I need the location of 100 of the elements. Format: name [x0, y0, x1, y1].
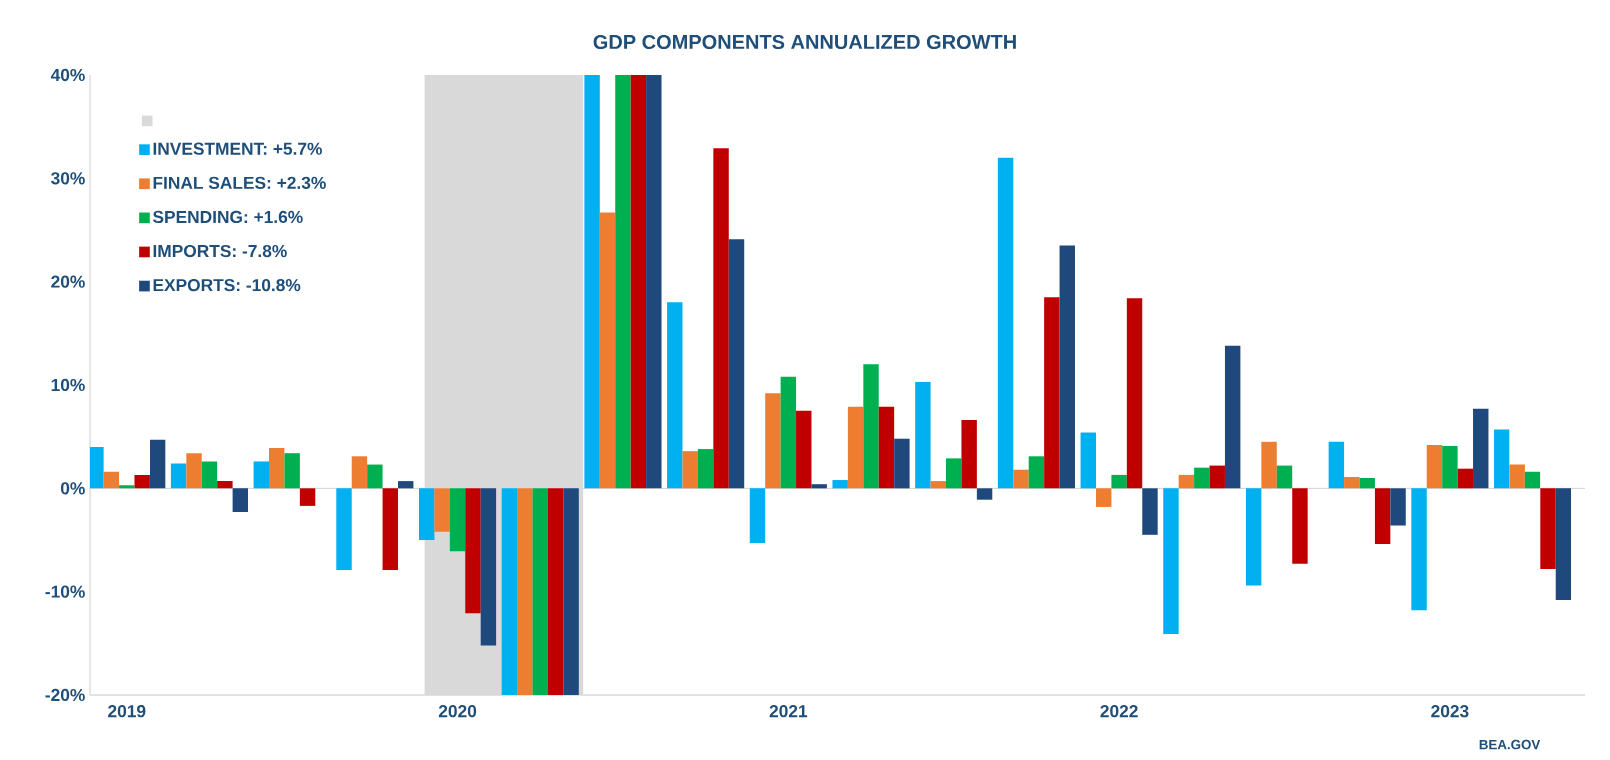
bar: [119, 485, 135, 489]
bar: [796, 410, 812, 489]
bar: [780, 376, 797, 489]
bar: [894, 438, 910, 489]
bar: [1390, 488, 1406, 526]
bar: [615, 74, 631, 489]
bar: [1457, 468, 1474, 489]
x-tick-label: 2021: [769, 705, 808, 718]
bar: [351, 456, 368, 489]
bar: [1524, 471, 1541, 489]
legend-label: INVESTMENT: +5.7%: [153, 142, 322, 155]
text: BEA.GOV: [1479, 739, 1541, 750]
bar: [915, 381, 931, 489]
x-tick-label: 2020: [438, 705, 477, 718]
bar: [1126, 298, 1143, 489]
x-tick-label: 2023: [1431, 705, 1469, 718]
bar: [1374, 488, 1391, 545]
bar: [878, 406, 895, 489]
bar: [930, 481, 947, 489]
bar: [269, 448, 285, 489]
bar: [1194, 467, 1210, 489]
bar: [547, 488, 564, 695]
bar: [434, 488, 450, 532]
bar: [1540, 488, 1556, 569]
y-tick-label: -20%: [45, 688, 85, 702]
bar: [465, 488, 481, 614]
bar: [1328, 441, 1345, 489]
bar: [697, 449, 714, 489]
bar: [1442, 445, 1458, 489]
bar: [682, 451, 698, 489]
bar: [90, 446, 104, 489]
bar: [532, 488, 548, 695]
bar: [418, 488, 435, 540]
bar: [170, 463, 187, 489]
bar: [284, 453, 300, 489]
bar: [832, 480, 848, 489]
bar: [749, 488, 766, 544]
bar: [584, 74, 600, 489]
bar: [232, 488, 249, 513]
chart-title: GDP COMPONENTS ANNUALIZED GROWTH: [593, 34, 1016, 50]
bar: [961, 420, 977, 489]
bar: [863, 364, 879, 489]
bar: [667, 302, 683, 489]
bar: [449, 488, 466, 552]
x-tick-label: 2022: [1100, 705, 1138, 718]
bar: [1095, 488, 1112, 507]
legend-label: FINAL SALES: +2.3%: [153, 176, 326, 189]
bar: [1178, 474, 1195, 489]
legend-label: IMPORTS: -7.8%: [153, 244, 287, 258]
bar: [728, 239, 745, 489]
bar: [336, 488, 352, 570]
bar: [1276, 465, 1293, 489]
bar: [103, 471, 120, 489]
bar: [946, 458, 962, 489]
bar: [517, 488, 533, 695]
bar: [713, 148, 729, 489]
bar: [217, 481, 233, 489]
bar: [382, 488, 398, 570]
bar: [1245, 488, 1262, 586]
bar: [501, 488, 518, 695]
bar: [599, 212, 616, 489]
bar: [134, 474, 150, 489]
bar: [847, 406, 864, 489]
y-tick-label: 40%: [50, 68, 85, 82]
bar: [149, 439, 166, 489]
bar: [1111, 474, 1127, 489]
bar: [765, 393, 781, 489]
bar: [976, 488, 993, 500]
bar: [253, 461, 270, 489]
bar: [1494, 429, 1510, 489]
bar: [1555, 488, 1572, 600]
bar: [1059, 245, 1075, 489]
bar: [563, 488, 579, 695]
legend-label: EXPORTS: -10.8%: [153, 279, 301, 292]
bar: [480, 488, 497, 646]
bar: [646, 74, 662, 489]
bar: [1013, 469, 1029, 489]
bar: [1224, 345, 1241, 489]
bar: [201, 461, 218, 489]
bar: [1473, 408, 1489, 489]
bar: [1142, 488, 1158, 535]
x-tick-label: 2019: [108, 705, 146, 718]
y-tick-label: 0%: [60, 482, 85, 495]
bar: [367, 464, 383, 489]
bar: [1044, 297, 1060, 489]
bar: [1509, 464, 1525, 489]
bar: [997, 157, 1014, 489]
bar: [1344, 476, 1360, 489]
y-tick-label: 10%: [51, 378, 85, 392]
bar: [397, 481, 414, 489]
bar: [186, 453, 202, 489]
bar: [811, 484, 827, 489]
y-tick-label: 30%: [51, 172, 85, 185]
bar: [1411, 488, 1427, 611]
bar: [1080, 432, 1096, 489]
bar: [1359, 477, 1375, 489]
bar: [299, 488, 316, 506]
bar: [1209, 465, 1225, 489]
bar: [1261, 441, 1277, 489]
y-tick-label: 20%: [51, 275, 85, 288]
